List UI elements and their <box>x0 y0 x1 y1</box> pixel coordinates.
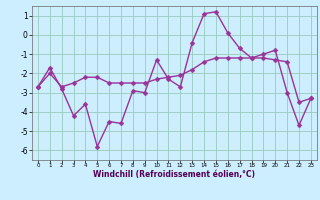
X-axis label: Windchill (Refroidissement éolien,°C): Windchill (Refroidissement éolien,°C) <box>93 170 255 179</box>
